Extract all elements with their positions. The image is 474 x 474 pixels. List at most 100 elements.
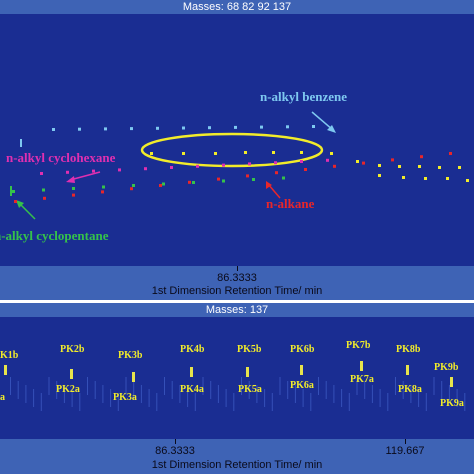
noise-streak — [402, 381, 404, 399]
bottom-panel-title: Masses: 137 — [0, 303, 474, 317]
peak-label: PK8b — [396, 344, 421, 355]
noise-streak — [241, 377, 242, 395]
top-x-axis-title: 1st Dimension Retention Time/ min — [151, 285, 323, 297]
noise-streak — [410, 385, 412, 403]
noise-streak — [71, 389, 73, 407]
noise-streak — [202, 377, 204, 395]
top-x-axis: 86.3333 1st Dimension Retention Time/ mi… — [0, 266, 474, 300]
alkane-arrowhead — [266, 181, 272, 189]
yellow-spot — [378, 174, 381, 177]
noise-streak — [140, 385, 142, 403]
cyclohexane-spot — [118, 168, 121, 172]
benzene-highlight-ellipse — [140, 132, 324, 168]
noise-streak — [248, 381, 250, 399]
yellow-spot — [300, 151, 303, 154]
noise-streak — [164, 377, 165, 395]
peak-label: PK8a — [398, 384, 422, 395]
cyclopentane-arrow — [19, 203, 36, 220]
peak-spot — [4, 365, 7, 375]
noise-streak — [10, 377, 11, 395]
noise-streak — [325, 381, 327, 399]
yellow-spot — [402, 176, 405, 179]
noise-streak — [294, 385, 296, 403]
noise-streak — [48, 377, 50, 395]
yellow-spot — [458, 166, 461, 169]
benzene-spot — [182, 126, 185, 130]
benzene-arrow — [311, 111, 334, 131]
bottom-x-tick-label: 119.667 — [385, 445, 425, 457]
alkane-spot — [304, 168, 307, 171]
benzene-spot — [286, 125, 289, 129]
peak-spot — [246, 367, 249, 377]
noise-streak — [271, 393, 273, 411]
peak-label: PK9b — [434, 362, 459, 373]
cyclopentane-spot — [222, 179, 225, 183]
cyclohexane-arrowhead — [66, 176, 75, 183]
bottom-plot-area[interactable]: K1b PK2b PK3b PK4b PK5b PK6b PK7b PK8b P… — [0, 317, 474, 439]
noise-streak — [418, 389, 420, 407]
peak-label: PK9a — [440, 398, 464, 409]
noise-streak — [279, 377, 281, 395]
peak-label: PK4a — [180, 384, 204, 395]
cyclopentane-spot — [162, 182, 165, 186]
cyclopentane-spot — [10, 186, 12, 196]
yellow-spot — [244, 151, 247, 154]
noise-streak — [425, 393, 427, 411]
alkane-spot — [246, 174, 249, 178]
noise-streak — [287, 381, 289, 399]
noise-streak — [456, 389, 458, 407]
peak-label: PK3b — [118, 350, 143, 361]
peak-label: PK5b — [237, 344, 262, 355]
yellow-spot — [418, 165, 421, 168]
cyclopentane-spot — [192, 181, 195, 184]
cyclohexane-spot — [300, 160, 303, 163]
noise-streak — [371, 385, 373, 403]
n-alkyl-cyclohexane-label: n-alkyl cyclohexane — [6, 150, 116, 165]
noise-streak — [148, 389, 150, 407]
yellow-spot — [378, 164, 381, 167]
noise-streak — [194, 393, 196, 411]
noise-streak — [210, 381, 212, 399]
cyclohexane-spot — [222, 163, 225, 167]
noise-streak — [225, 389, 227, 407]
peak-label: PK2b — [60, 344, 85, 355]
benzene-spot — [156, 126, 159, 130]
noise-streak — [117, 393, 119, 411]
benzene-spot — [104, 127, 107, 131]
peak-label: a — [0, 392, 5, 403]
noise-streak — [40, 393, 42, 411]
noise-streak — [102, 385, 104, 403]
noise-streak — [441, 381, 443, 399]
cyclopentane-spot — [42, 188, 45, 192]
peak-label: PK4b — [180, 344, 205, 355]
benzene-spot — [234, 125, 237, 129]
alkane-spot — [420, 155, 423, 159]
cyclohexane-spot — [144, 167, 147, 171]
alkane-spot — [159, 184, 162, 187]
noise-streak — [387, 393, 389, 411]
alkane-spot — [217, 177, 220, 181]
noise-streak — [110, 389, 112, 407]
top-plot-area[interactable]: n-alkyl benzene n-alkyl cyclohexane n-al… — [0, 14, 474, 266]
noise-streak — [302, 389, 304, 407]
noise-streak — [448, 385, 450, 403]
bottom-x-tick — [175, 439, 176, 444]
noise-streak — [187, 389, 189, 407]
cyclohexane-spot — [274, 161, 277, 165]
cyclopentane-spot — [252, 178, 255, 181]
noise-streak — [56, 381, 58, 399]
noise-streak — [233, 393, 235, 411]
top-plot-svg — [10, 111, 469, 220]
benzene-spot — [260, 125, 263, 129]
cyclohexane-spot — [196, 164, 199, 168]
noise-streak — [318, 377, 319, 395]
bottom-plot-svg — [4, 361, 466, 411]
n-alkyl-benzene-label: n-alkyl benzene — [260, 89, 348, 104]
alkane-spot — [130, 187, 133, 191]
yellow-spot — [446, 177, 449, 180]
noise-streak — [433, 377, 435, 395]
noise-streak — [133, 381, 135, 399]
benzene-arrowhead — [327, 125, 336, 133]
cyclopentane-spot — [12, 190, 15, 193]
noise-streak — [125, 377, 127, 395]
